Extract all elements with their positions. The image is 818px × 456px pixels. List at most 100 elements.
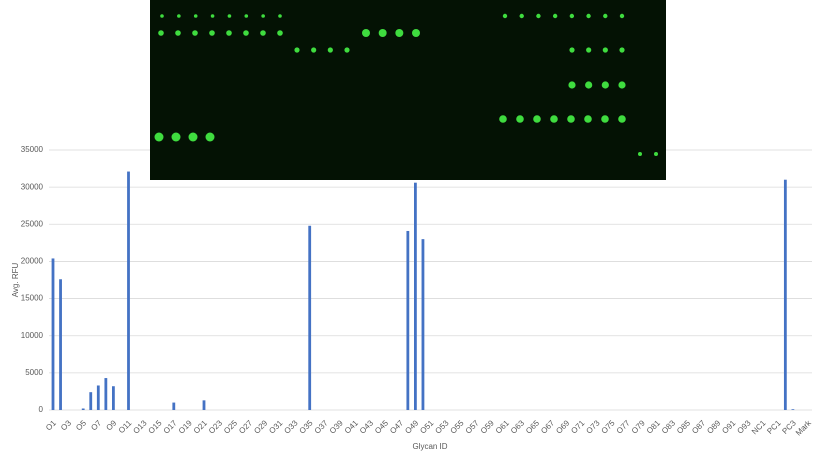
x-tick-label: O91 [720,418,737,435]
spot [261,14,265,18]
x-tick-label: O15 [147,418,164,435]
y-tick-label: 0 [39,405,44,414]
bar [202,400,206,410]
x-tick-label: O49 [403,418,420,435]
spot [311,47,317,53]
x-tick-label: O61 [494,418,511,435]
spot [192,30,198,36]
spot [619,47,625,53]
x-tick-label: O31 [267,418,284,435]
spot [533,115,541,123]
spot [210,14,215,18]
spot [619,13,625,19]
spot [294,47,300,53]
x-tick-label: O9 [104,418,118,432]
bar [89,392,93,410]
x-tick-label: O85 [675,418,692,435]
image-background [150,0,666,180]
bar [421,239,425,410]
x-tick-label: O29 [252,418,269,435]
x-tick-label: O79 [630,418,647,435]
x-tick-label: O23 [207,418,224,435]
x-tick-label: O65 [524,418,541,435]
spot [569,47,575,53]
spot [244,14,249,18]
spot [395,29,404,37]
spot [638,152,642,156]
spot [412,29,420,37]
spot [171,132,181,142]
x-tick-label: NC1 [750,418,768,436]
spot [193,14,198,18]
x-tick-label: O73 [584,418,601,435]
x-tick-label: O33 [282,418,299,435]
x-tick-label: PC1 [765,418,783,436]
x-tick-label: O87 [690,418,707,435]
y-tick-label: 25000 [21,219,44,228]
spot [536,13,541,19]
spot [327,47,333,53]
x-tick-label: O45 [373,418,390,435]
x-tick-label: O83 [660,418,677,435]
spot [618,115,626,123]
x-tick-label: O7 [89,418,103,432]
spot [569,13,575,19]
spot [586,13,591,19]
y-tick-label: 20000 [21,257,44,266]
spot [552,13,558,19]
y-tick-label: 15000 [21,294,44,303]
spot [277,30,283,36]
x-tick-label: O41 [343,418,360,435]
x-tick-label: O75 [600,418,617,435]
spot [362,29,370,37]
x-tick-label: O35 [298,418,315,435]
x-tick-label: O39 [328,418,345,435]
spot [586,47,592,53]
x-tick-label: O67 [539,418,556,435]
spot [601,115,609,123]
x-tick-label: O47 [388,418,405,435]
spot [227,14,232,18]
x-tick-label: O59 [479,418,496,435]
x-tick-label: O17 [162,418,179,435]
spot [226,30,232,36]
bar [414,182,417,410]
spot [602,47,608,53]
spot [278,14,282,18]
spot [567,115,575,123]
x-tick-label: O5 [74,418,88,432]
x-tick-label: O27 [237,418,254,435]
spot [603,13,608,19]
x-tick-label: Mark [794,418,814,438]
x-tick-label: O51 [418,418,435,435]
spot [209,30,215,36]
spot [516,115,524,123]
spot [378,29,387,37]
bar [112,386,115,410]
spot [344,47,350,53]
x-tick-label: O69 [554,418,571,435]
x-tick-label: O13 [131,418,148,435]
x-tick-label: O3 [59,418,73,432]
bar [104,378,108,410]
x-tick-label: O25 [222,418,239,435]
spot [158,30,164,36]
x-tick-label: O63 [509,418,526,435]
spot [654,152,658,156]
spot [499,115,507,123]
x-tick-label: O19 [177,418,194,435]
microarray-image [150,0,666,180]
spot [175,30,181,36]
bar [51,258,55,410]
x-tick-label: O77 [615,418,632,435]
y-axis-label: Avg. RFU [11,263,20,298]
bar [172,402,176,410]
x-tick-label: O21 [192,418,209,435]
y-tick-label: 10000 [21,331,44,340]
x-tick-label: O37 [313,418,330,435]
bar [791,409,795,410]
bar [127,171,130,410]
bar [96,385,100,410]
spot [188,132,198,142]
spot [243,30,249,36]
